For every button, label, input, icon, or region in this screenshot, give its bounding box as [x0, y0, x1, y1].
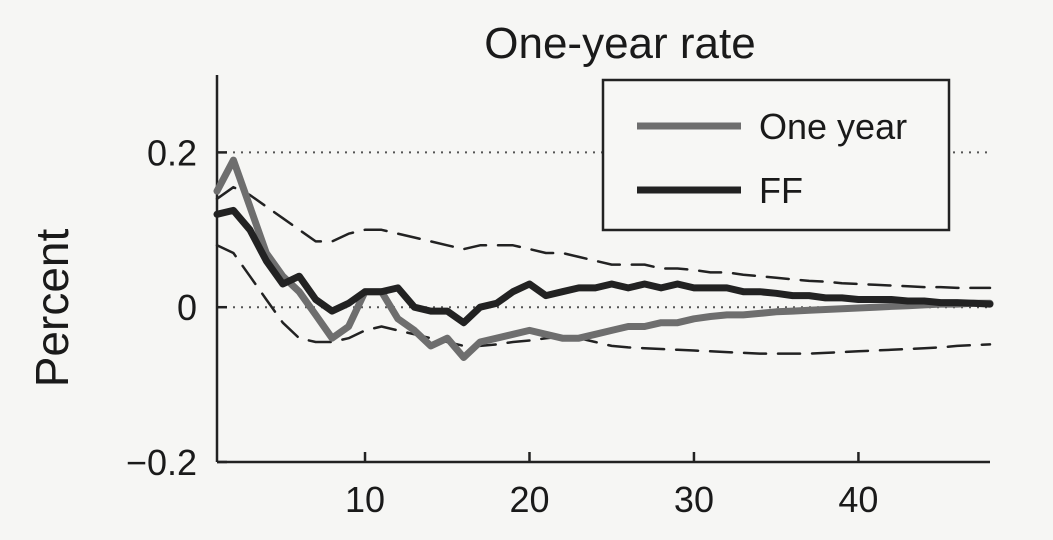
legend-box — [601, 78, 951, 232]
x-tick-label: 40 — [838, 479, 878, 520]
y-tick-label: 0.2 — [147, 132, 197, 173]
confidence-band-upper — [215, 185, 992, 290]
y-tick-label: 0 — [177, 287, 197, 328]
x-tick-label: 10 — [345, 479, 385, 520]
series-lines — [213, 156, 994, 361]
series-line-one-year — [213, 156, 994, 361]
axes: −0.2 0 0.2 10 20 30 40 — [126, 75, 990, 520]
confidence-band-lower — [215, 244, 992, 355]
y-axis-label: Percent — [26, 229, 78, 388]
x-tick-label: 30 — [674, 479, 714, 520]
legend: One year FF — [601, 78, 951, 232]
x-tick-label: 20 — [509, 479, 549, 520]
chart-title: One-year rate — [484, 19, 755, 68]
series-line-ff — [213, 206, 994, 327]
legend-label: FF — [759, 170, 803, 211]
legend-label: One year — [759, 106, 907, 147]
y-tick-label: −0.2 — [126, 442, 197, 483]
